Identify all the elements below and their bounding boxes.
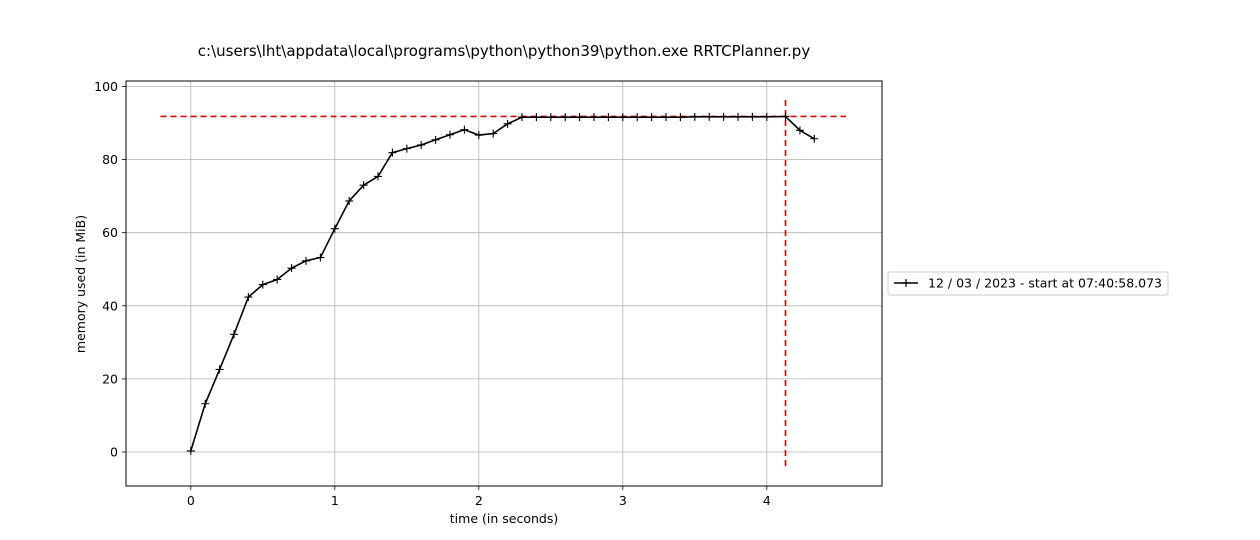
x-axis-label: time (in seconds) <box>450 511 558 526</box>
data-point-marker <box>618 113 627 122</box>
data-point-marker <box>474 131 483 140</box>
data-point-marker <box>201 399 210 408</box>
x-tick-label: 0 <box>187 493 195 508</box>
data-point-marker <box>402 144 411 153</box>
series-layer <box>186 112 819 455</box>
data-point-marker <box>734 112 742 121</box>
data-point-marker <box>690 112 699 121</box>
data-point-marker <box>546 113 555 122</box>
legend-box <box>887 271 1169 296</box>
data-point-marker <box>590 113 598 122</box>
data-point-marker <box>359 181 368 190</box>
y-tick-label: 20 <box>102 371 118 386</box>
data-point-marker <box>795 126 804 135</box>
data-point-marker <box>302 256 310 265</box>
x-tick-label: 2 <box>475 493 483 508</box>
data-point-marker <box>287 264 296 273</box>
data-point-marker <box>374 172 382 181</box>
data-point-marker <box>647 113 656 122</box>
data-point-marker <box>446 130 454 139</box>
data-point-marker <box>503 119 512 128</box>
data-point-marker <box>762 112 771 121</box>
data-point-marker <box>561 113 570 122</box>
series-line <box>190 115 815 452</box>
data-point-marker <box>604 113 613 122</box>
x-axis-ticks: 0 1 2 3 4 <box>187 486 771 508</box>
x-tick-label: 4 <box>763 493 771 508</box>
y-tick-label: 60 <box>102 225 118 240</box>
chart-title: c:\users\lht\appdata\local\programs\pyth… <box>198 42 811 60</box>
data-point-marker <box>575 113 584 122</box>
data-point-marker <box>244 293 253 302</box>
y-tick-label: 40 <box>102 298 118 313</box>
data-point-marker <box>676 113 685 122</box>
data-point-marker <box>810 134 819 143</box>
grid-lines <box>126 81 882 486</box>
x-tick-label: 3 <box>619 493 627 508</box>
data-point-marker <box>330 224 339 233</box>
data-point-marker <box>518 113 526 122</box>
data-point-marker <box>662 113 670 122</box>
data-point-marker <box>230 330 238 339</box>
legend-marker-icon <box>902 279 910 287</box>
data-point-marker <box>719 112 728 121</box>
legend: 12 / 03 / 2023 - start at 07:40:58.073 <box>887 271 1169 296</box>
data-point-marker <box>417 140 426 149</box>
data-point-marker <box>633 113 642 122</box>
data-point-marker <box>258 280 267 289</box>
data-point-marker <box>489 129 498 138</box>
data-point-marker <box>781 112 790 121</box>
data-point-marker <box>215 365 224 374</box>
y-axis-label: memory used (in MiB) <box>73 215 88 353</box>
legend-label: 12 / 03 / 2023 - start at 07:40:58.073 <box>928 276 1162 291</box>
y-axis-ticks: 0 20 40 60 80 100 <box>94 79 126 460</box>
data-point-marker <box>532 113 541 122</box>
data-point-marker <box>316 253 325 262</box>
data-point-marker <box>388 148 397 157</box>
data-point-marker <box>460 125 469 134</box>
x-tick-label: 1 <box>331 493 339 508</box>
y-tick-label: 80 <box>102 152 118 167</box>
data-point-marker <box>273 275 282 284</box>
data-point-marker <box>748 112 757 121</box>
y-tick-label: 100 <box>94 79 118 94</box>
y-tick-label: 0 <box>110 445 118 460</box>
data-point-marker <box>431 135 440 144</box>
data-point-marker <box>345 196 354 205</box>
plot-area-frame <box>125 80 883 487</box>
data-point-marker <box>705 112 714 121</box>
data-point-marker <box>186 446 195 455</box>
